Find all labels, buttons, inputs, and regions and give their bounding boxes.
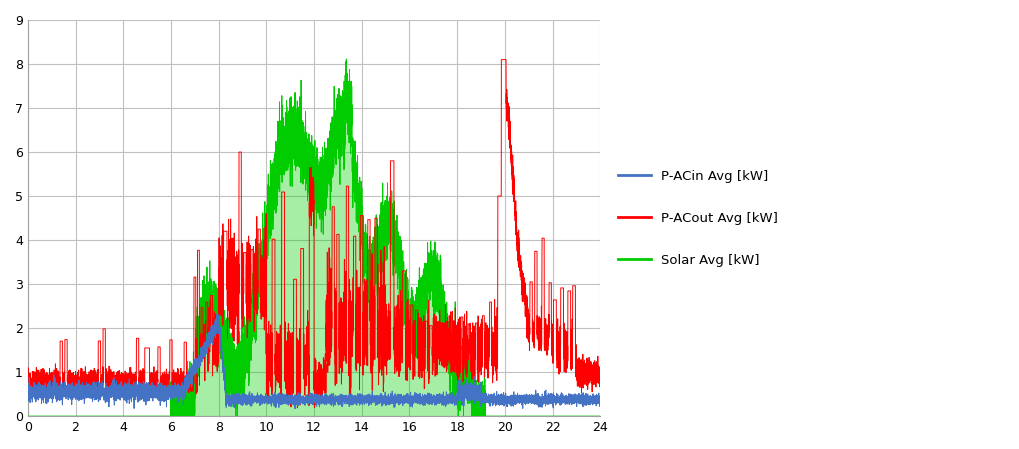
P-ACin Avg [kW] xyxy=(212,311,224,317)
P-ACout Avg [kW] xyxy=(494,194,506,199)
Line: P-ACout Avg [kW]: P-ACout Avg [kW] xyxy=(28,60,599,408)
Solar Avg [kW] xyxy=(450,369,463,374)
P-ACout Avg [kW] xyxy=(247,247,259,252)
P-ACout Avg [kW] xyxy=(473,349,485,355)
P-ACin Avg [kW] xyxy=(593,400,605,405)
P-ACin Avg [kW] xyxy=(479,395,491,401)
P-ACout Avg [kW] xyxy=(479,361,491,366)
P-ACout Avg [kW] xyxy=(494,57,506,62)
P-ACin Avg [kW] xyxy=(473,388,485,393)
Solar Avg [kW] xyxy=(473,403,485,409)
Solar Avg [kW] xyxy=(593,414,605,419)
Line: P-ACin Avg [kW]: P-ACin Avg [kW] xyxy=(28,314,599,409)
P-ACin Avg [kW] xyxy=(450,391,463,396)
Solar Avg [kW] xyxy=(21,414,34,419)
P-ACin Avg [kW] xyxy=(21,390,34,396)
Solar Avg [kW] xyxy=(247,314,259,319)
Solar Avg [kW] xyxy=(494,414,506,419)
Solar Avg [kW] xyxy=(263,185,275,190)
P-ACout Avg [kW] xyxy=(593,374,605,379)
P-ACin Avg [kW] xyxy=(247,400,259,405)
Solar Avg [kW] xyxy=(340,56,353,62)
P-ACout Avg [kW] xyxy=(291,405,304,411)
P-ACin Avg [kW] xyxy=(288,406,301,411)
P-ACout Avg [kW] xyxy=(450,362,463,367)
P-ACin Avg [kW] xyxy=(494,396,506,401)
P-ACout Avg [kW] xyxy=(21,377,34,383)
P-ACout Avg [kW] xyxy=(263,374,275,379)
Line: Solar Avg [kW]: Solar Avg [kW] xyxy=(28,59,599,416)
Legend: P-ACin Avg [kW], P-ACout Avg [kW], Solar Avg [kW]: P-ACin Avg [kW], P-ACout Avg [kW], Solar… xyxy=(612,164,783,272)
P-ACin Avg [kW] xyxy=(263,401,275,406)
Solar Avg [kW] xyxy=(479,387,491,393)
